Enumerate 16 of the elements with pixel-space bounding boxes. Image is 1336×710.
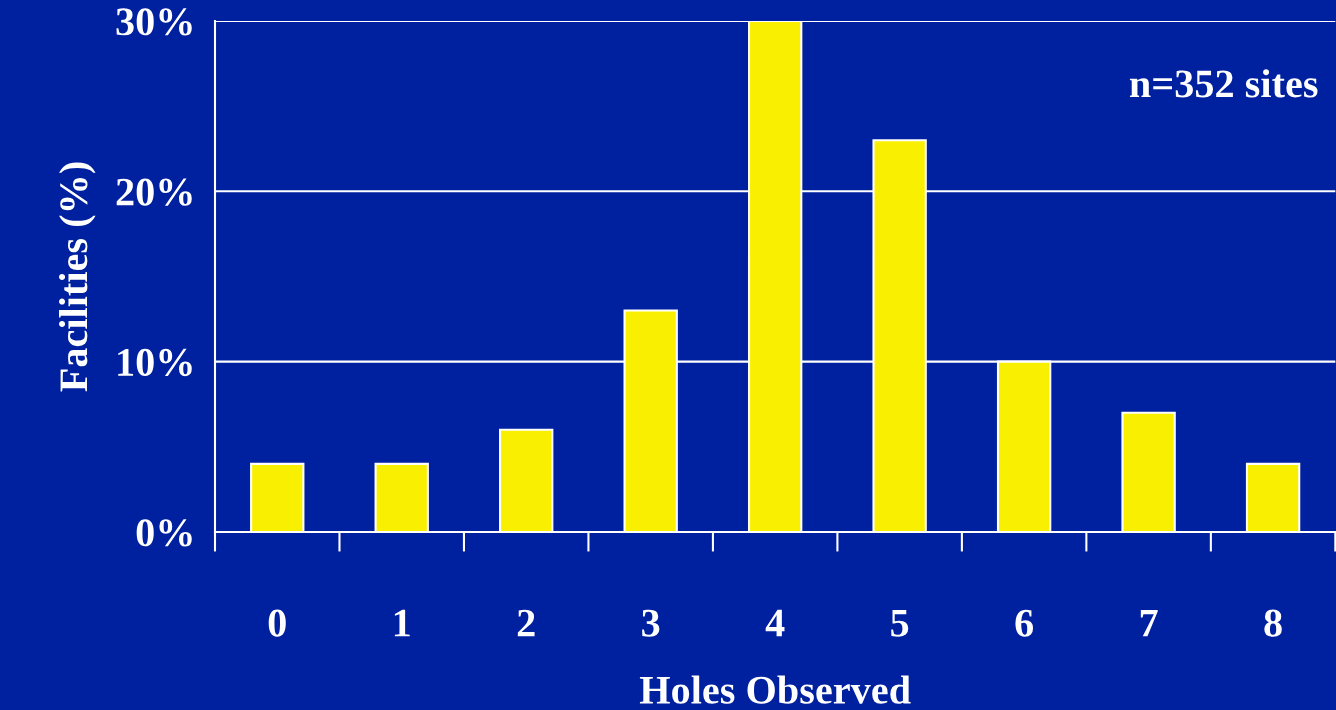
y-tick-label: 30%: [116, 8, 192, 36]
x-tick-label: 6: [1015, 609, 1034, 637]
x-tick-label: 2: [517, 609, 535, 637]
x-tick-label: 5: [891, 609, 909, 637]
x-tick-label: 1: [394, 609, 410, 637]
x-tick-label: 0: [268, 609, 286, 637]
y-tick-label: 20%: [116, 178, 192, 206]
x-tick-label: 3: [642, 609, 660, 637]
y-tick-label: 0%: [136, 519, 192, 547]
x-tick-label: 8: [1264, 609, 1282, 637]
x-tick-label: 4: [765, 609, 785, 637]
y-axis-title: Facilities (%): [59, 162, 96, 392]
y-tick-label: 10%: [118, 348, 192, 377]
x-tick-label: 7: [1140, 609, 1158, 637]
x-axis-title: Holes Observed: [639, 675, 911, 704]
annotation: n=352 sites: [1129, 69, 1318, 98]
